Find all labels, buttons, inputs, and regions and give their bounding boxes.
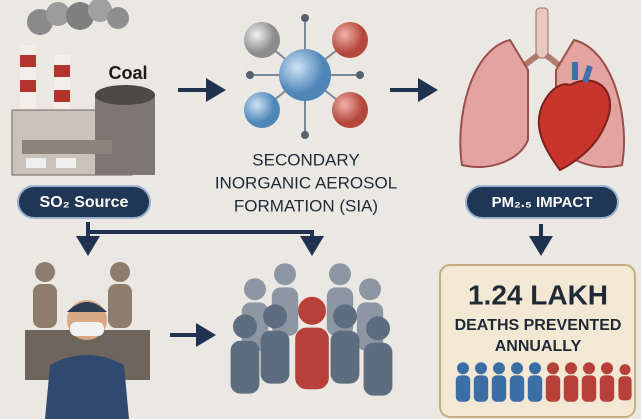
aerosol-molecules-part — [332, 22, 368, 58]
factory-illustration-part — [107, 7, 129, 29]
factory-illustration-part — [20, 55, 36, 67]
pm-badge-text: PM₂.₅ IMPACT — [492, 194, 593, 211]
people-icons-part — [456, 362, 542, 402]
lungs-illustration — [460, 8, 624, 170]
so2-badge-text: SO₂ Source — [40, 194, 129, 211]
people-icons-part-part — [474, 362, 488, 402]
result-line: ANNUALLY — [495, 338, 582, 355]
result-value: 1.24 LAKH — [468, 279, 608, 310]
crowd-illustration-part-part — [364, 316, 393, 395]
people-icons-part-part — [528, 362, 542, 402]
result-box: 1.24 LAKH DEATHS PREVENTED ANNUALLY — [440, 265, 635, 417]
aerosol-molecules-part — [332, 92, 368, 128]
sia-line: FORMATION (SIA) — [234, 196, 378, 215]
factory-illustration-part — [26, 158, 46, 168]
factory-illustration-part — [20, 80, 36, 92]
people-icons-part-part — [564, 362, 578, 402]
workers-illustration — [25, 262, 150, 419]
aerosol-molecules-part — [301, 14, 309, 22]
pm-badge: PM₂.₅ IMPACT — [466, 186, 618, 218]
infographic: Coal SO₂ Source SECONDARY INORGANIC AERO… — [0, 0, 641, 419]
people-icons-part-part — [456, 362, 470, 402]
sia-caption: SECONDARY INORGANIC AEROSOL FORMATION (S… — [215, 150, 397, 215]
workers-illustration-part-part — [33, 262, 57, 328]
aerosol-molecules-part — [244, 22, 280, 58]
people-icons-part-part — [510, 362, 524, 402]
crowd-illustration-part — [295, 297, 329, 389]
people-icons-part-part — [492, 362, 506, 402]
workers-illustration-part — [70, 322, 104, 336]
people-icons-part-part — [582, 362, 596, 402]
people-icons-part-part — [618, 364, 631, 400]
factory-illustration-part — [95, 95, 155, 175]
so2-badge: SO₂ Source — [18, 186, 150, 218]
workers-illustration-part-part — [108, 262, 132, 328]
factory-illustration — [12, 0, 155, 175]
workers-illustration-part — [45, 355, 129, 419]
aerosol-molecules-part — [279, 49, 331, 101]
result-line: DEATHS PREVENTED — [455, 317, 622, 334]
factory-illustration-part — [54, 90, 70, 102]
aerosol-molecules-part — [301, 131, 309, 139]
people-icons-part-part — [546, 362, 560, 402]
crowd-illustration-part-part — [231, 314, 260, 393]
sia-line: INORGANIC AEROSOL — [215, 173, 397, 192]
connector — [88, 222, 312, 232]
aerosol-molecules-part — [356, 71, 364, 79]
factory-illustration-part — [56, 158, 76, 168]
crowd-illustration — [231, 263, 393, 395]
lungs-illustration-part — [536, 8, 548, 58]
aerosol-molecules-part — [246, 71, 254, 79]
lungs-illustration-part — [460, 40, 528, 167]
factory-illustration-part — [54, 65, 70, 77]
aerosol-molecules-part — [244, 92, 280, 128]
factory-illustration-part — [95, 85, 155, 105]
sia-line: SECONDARY — [252, 150, 359, 169]
coal-label: Coal — [108, 63, 147, 83]
workers-illustration-part — [67, 302, 107, 312]
people-icons-part-part — [600, 362, 614, 402]
crowd-illustration-part-part — [331, 304, 360, 383]
crowd-illustration-part-part — [261, 304, 290, 383]
factory-illustration-part — [22, 140, 112, 154]
aerosol-molecules — [244, 14, 368, 139]
